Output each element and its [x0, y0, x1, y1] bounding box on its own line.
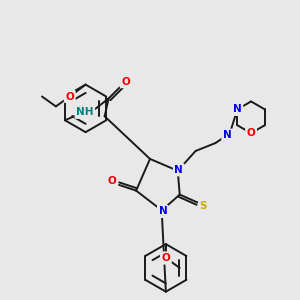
Text: O: O — [108, 176, 117, 186]
Text: NH: NH — [76, 107, 94, 117]
Text: N: N — [174, 165, 183, 175]
Text: O: O — [121, 76, 130, 87]
Text: O: O — [247, 128, 255, 138]
Text: N: N — [158, 206, 167, 216]
Text: N: N — [233, 104, 242, 114]
Text: N: N — [223, 130, 232, 140]
Text: O: O — [65, 92, 74, 101]
Text: O: O — [161, 253, 170, 263]
Text: S: S — [200, 202, 207, 212]
